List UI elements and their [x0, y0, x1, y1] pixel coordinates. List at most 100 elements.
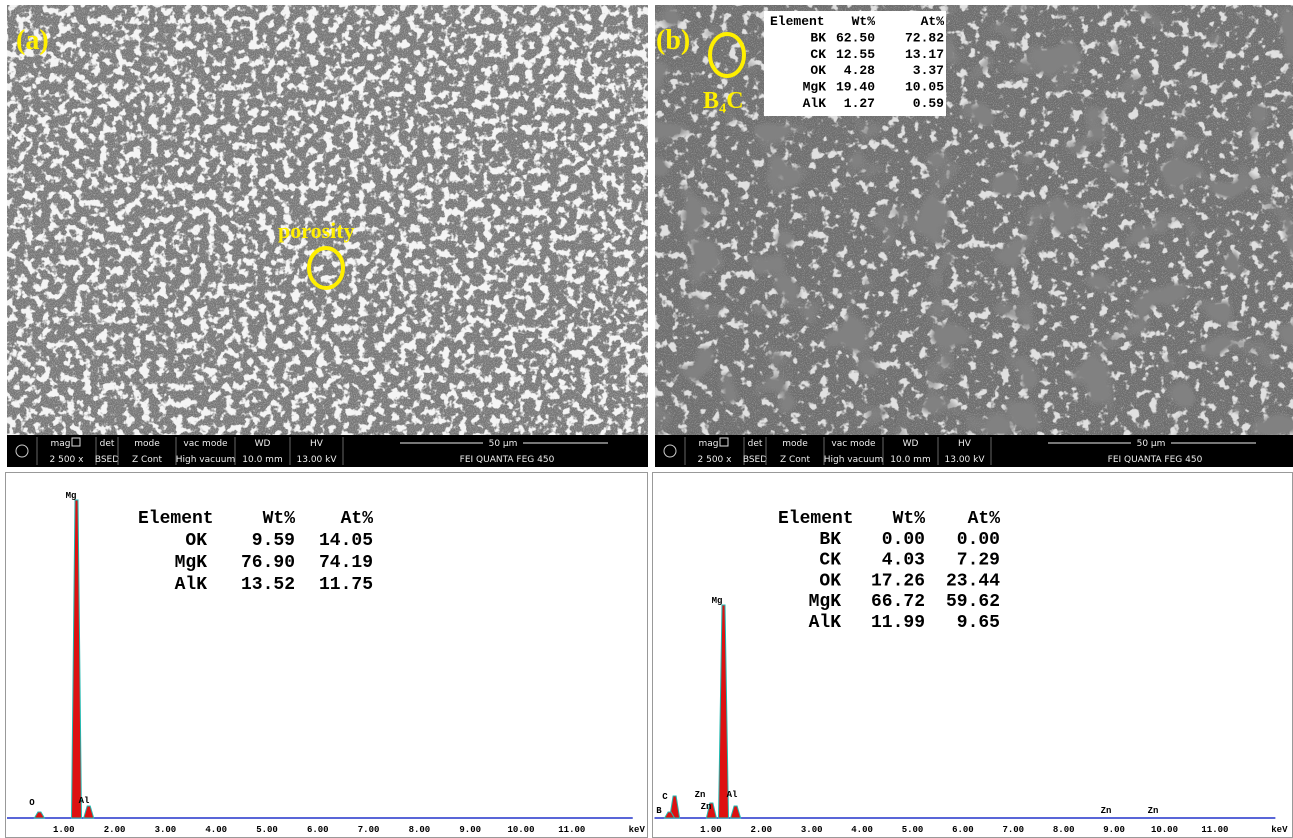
instrument: FEI QUANTA FEG 450	[460, 455, 555, 465]
field-value: Z Cont	[780, 455, 811, 465]
peak-label: B	[656, 806, 662, 816]
table-cell: MgK	[809, 592, 842, 612]
table-cell: 76.90	[241, 553, 295, 573]
table-cell: BK	[810, 30, 826, 45]
x-tick-label: 1.00	[53, 825, 75, 835]
table-cell: CK	[810, 47, 826, 62]
field-label: mag	[51, 439, 71, 449]
panel-label: (b)	[656, 25, 690, 56]
table-cell: 11.75	[319, 575, 373, 595]
field-label: mode	[782, 439, 808, 449]
table-cell: 17.26	[871, 571, 925, 591]
instrument: FEI QUANTA FEG 450	[1108, 455, 1203, 465]
x-tick-label: 10.00	[1151, 825, 1178, 835]
peak-label: O	[29, 798, 35, 808]
table-cell: 19.40	[836, 80, 875, 95]
x-tick-label: 4.00	[851, 825, 873, 835]
peak-label: Zn	[1148, 806, 1159, 816]
table-cell: 59.62	[946, 592, 1000, 612]
field-label: mag	[699, 439, 719, 449]
peak-label: Mg	[712, 596, 723, 606]
x-tick-label: 1.00	[700, 825, 722, 835]
field-label: HV	[310, 439, 324, 449]
x-tick-label: 2.00	[104, 825, 126, 835]
field-label: WD	[255, 439, 271, 449]
field-value: 13.00 kV	[297, 455, 338, 465]
field-label: HV	[958, 439, 972, 449]
x-tick-label: 7.00	[1002, 825, 1024, 835]
x-tick-label: 11.00	[558, 825, 585, 835]
table-cell: 13.17	[905, 47, 944, 62]
x-tick-label: 9.00	[459, 825, 481, 835]
table-cell: 13.52	[241, 575, 295, 595]
field-label: det	[100, 439, 115, 449]
peak-label: Zn	[1101, 806, 1112, 816]
field-value: 13.00 kV	[945, 455, 986, 465]
scale-label: 50 µm	[489, 439, 518, 449]
annotation: B₄C	[703, 88, 744, 114]
panel-label: (a)	[16, 25, 49, 56]
peak-label: Zn	[701, 802, 712, 812]
field-value: 2 500 x	[50, 455, 85, 465]
table-cell: AlK	[803, 96, 827, 111]
x-tick-label: 6.00	[307, 825, 329, 835]
table-header: At%	[968, 509, 1001, 529]
table-cell: OK	[185, 531, 207, 551]
x-tick-label: 5.00	[902, 825, 924, 835]
x-tick-label: 7.00	[358, 825, 380, 835]
peak-label: Zn	[695, 790, 706, 800]
x-tick-label: 5.00	[256, 825, 278, 835]
sem-texture	[655, 5, 1293, 435]
x-tick-label: 9.00	[1103, 825, 1125, 835]
table-header: Wt%	[852, 14, 876, 29]
x-tick-label: 8.00	[1053, 825, 1075, 835]
peak-label: Al	[727, 790, 738, 800]
table-cell: 14.05	[319, 531, 373, 551]
table-cell: 9.59	[252, 531, 295, 551]
table-header: Wt%	[893, 509, 926, 529]
table-header: Element	[778, 509, 854, 529]
x-tick-label: 6.00	[952, 825, 974, 835]
table-cell: 10.05	[905, 80, 944, 95]
table-cell: 66.72	[871, 592, 925, 612]
table-cell: 1.27	[844, 96, 875, 111]
table-cell: 23.44	[946, 571, 1000, 591]
table-cell: MgK	[803, 80, 827, 95]
field-value: 10.0 mm	[242, 455, 282, 465]
table-cell: 72.82	[905, 30, 944, 45]
table-cell: 9.65	[957, 613, 1000, 633]
x-tick-label: 8.00	[409, 825, 431, 835]
table-cell: AlK	[809, 613, 842, 633]
table-header: Element	[138, 509, 214, 529]
x-tick-label: 3.00	[155, 825, 177, 835]
field-label: mode	[134, 439, 160, 449]
table-cell: 4.03	[882, 551, 925, 571]
table-header: Wt%	[263, 509, 296, 529]
table-cell: AlK	[175, 575, 208, 595]
table-cell: BK	[819, 530, 841, 550]
table-cell: 0.00	[882, 530, 925, 550]
peak-label: C	[662, 792, 668, 802]
table-header: Element	[770, 14, 825, 29]
peak-label: Al	[79, 796, 90, 806]
table-cell: CK	[819, 551, 841, 571]
field-label: det	[748, 439, 763, 449]
table-cell: 0.00	[957, 530, 1000, 550]
table-cell: 12.55	[836, 47, 875, 62]
x-tick-label: 11.00	[1201, 825, 1228, 835]
table-cell: 74.19	[319, 553, 373, 573]
scale-label: 50 µm	[1137, 439, 1166, 449]
x-unit: keV	[1271, 825, 1288, 835]
table-cell: 11.99	[871, 613, 925, 633]
table-header: At%	[341, 509, 374, 529]
x-tick-label: 2.00	[750, 825, 772, 835]
table-cell: OK	[810, 63, 826, 78]
field-label: WD	[903, 439, 919, 449]
x-tick-label: 10.00	[507, 825, 534, 835]
x-tick-label: 3.00	[801, 825, 823, 835]
field-value: High vacuum	[176, 455, 236, 465]
field-value: BSED	[95, 455, 119, 465]
spectrum-a	[6, 473, 648, 838]
table-cell: 7.29	[957, 551, 1000, 571]
peak-label: Mg	[66, 491, 77, 501]
